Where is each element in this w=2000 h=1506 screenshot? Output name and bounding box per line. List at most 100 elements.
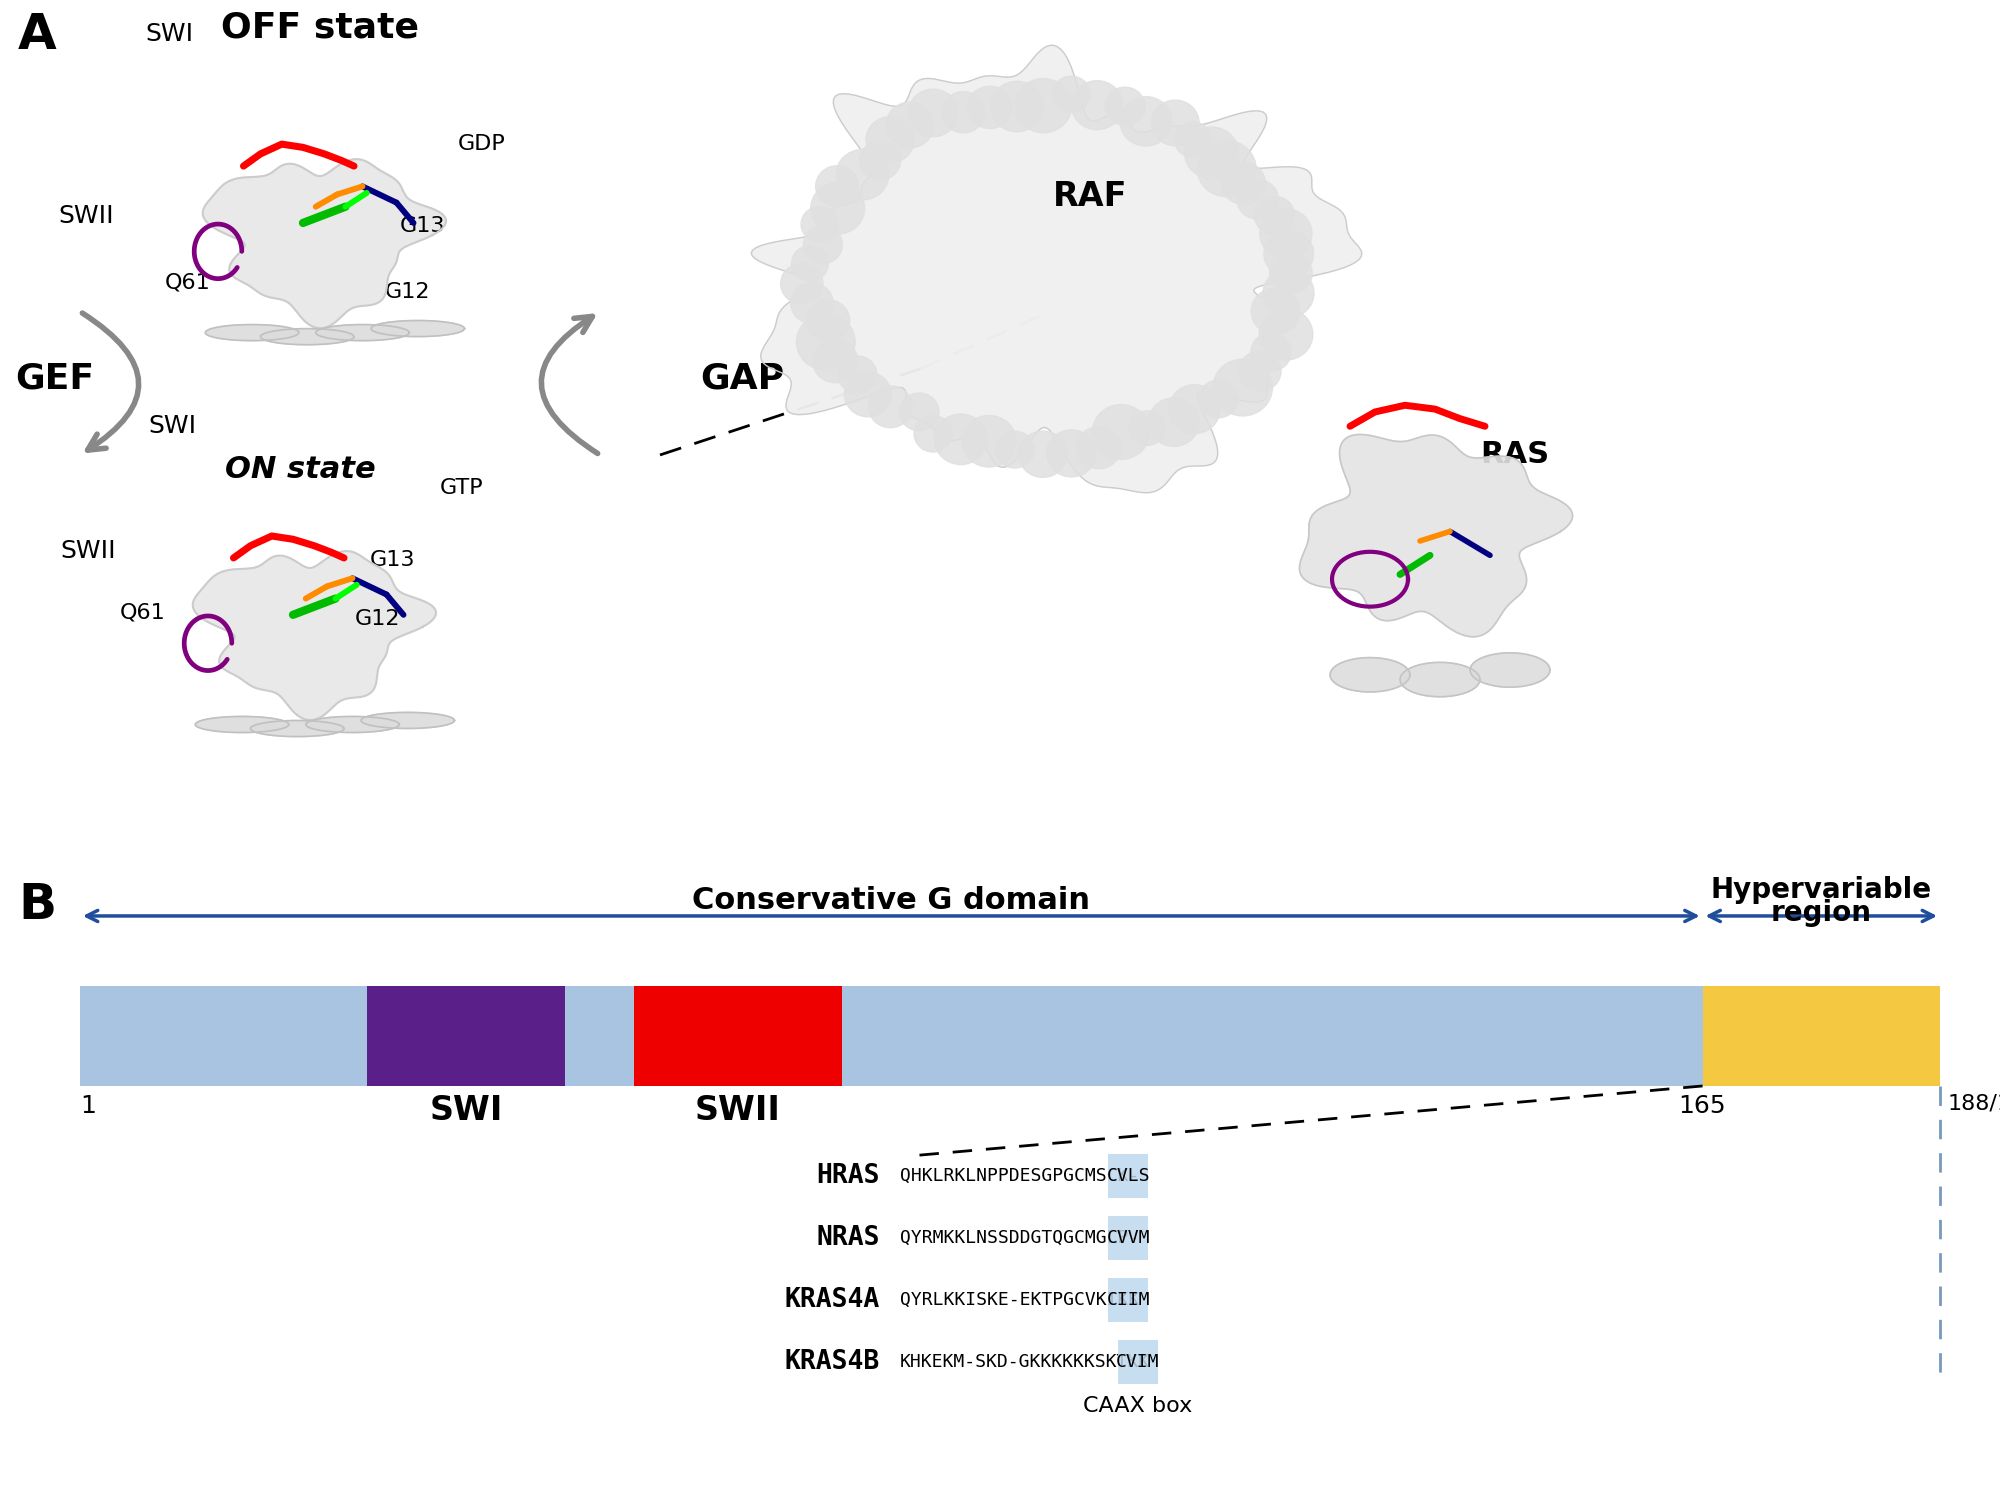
Circle shape (868, 386, 912, 428)
Bar (1118, 1340, 1158, 1384)
Text: CVIM: CVIM (1116, 1352, 1160, 1370)
Polygon shape (362, 712, 454, 729)
Text: OFF state: OFF state (220, 11, 420, 45)
Circle shape (1130, 411, 1166, 446)
Circle shape (1174, 122, 1212, 157)
Circle shape (996, 431, 1034, 468)
Circle shape (1120, 96, 1172, 146)
Circle shape (908, 89, 958, 137)
Text: Hypervariable: Hypervariable (1710, 876, 1932, 904)
Text: Conservative G domain: Conservative G domain (692, 886, 1090, 916)
Polygon shape (202, 160, 446, 328)
Text: SWII: SWII (60, 539, 116, 563)
Circle shape (1252, 288, 1300, 334)
Circle shape (792, 245, 828, 282)
Circle shape (1148, 398, 1200, 446)
Circle shape (866, 116, 914, 163)
Circle shape (812, 340, 858, 383)
Circle shape (1168, 384, 1220, 434)
Circle shape (1152, 99, 1200, 146)
Circle shape (796, 313, 856, 370)
Circle shape (1018, 431, 1068, 477)
Polygon shape (1400, 663, 1480, 697)
Circle shape (806, 300, 850, 342)
Text: GEF: GEF (16, 361, 94, 396)
Text: QHKLRKLNPPDESGPGCMSCK-: QHKLRKLNPPDESGPGCMSCK- (900, 1167, 1140, 1185)
Text: GDP: GDP (458, 134, 506, 154)
Circle shape (1184, 127, 1238, 179)
Circle shape (1254, 196, 1294, 235)
Polygon shape (192, 551, 436, 720)
Circle shape (1052, 77, 1090, 113)
Circle shape (1264, 230, 1314, 277)
Circle shape (804, 226, 842, 264)
Polygon shape (752, 45, 1362, 492)
Circle shape (1046, 429, 1096, 477)
Polygon shape (196, 717, 288, 732)
Circle shape (914, 416, 952, 452)
Circle shape (844, 372, 892, 417)
Circle shape (1250, 333, 1292, 372)
Circle shape (962, 416, 1016, 467)
Text: KRAS4B: KRAS4B (784, 1349, 880, 1375)
Text: Q61: Q61 (164, 273, 210, 292)
Circle shape (816, 166, 858, 206)
Circle shape (1260, 209, 1312, 259)
Circle shape (900, 393, 940, 431)
Circle shape (810, 182, 864, 233)
Bar (1702, 986, 1940, 1086)
Circle shape (860, 140, 900, 181)
Text: G12: G12 (384, 283, 430, 303)
Text: SWII: SWII (58, 203, 114, 227)
Circle shape (990, 81, 1044, 133)
Text: RAF: RAF (1052, 181, 1128, 214)
Text: KHKEKM-SKD-GKKKKKKSKTKK: KHKEKM-SKD-GKKKKKKSKTKK (900, 1352, 1150, 1370)
Circle shape (1092, 405, 1150, 459)
Polygon shape (1330, 658, 1410, 691)
Bar (1108, 1277, 1148, 1322)
Polygon shape (206, 325, 298, 340)
Circle shape (1222, 163, 1266, 205)
Bar (1108, 1154, 1148, 1199)
Polygon shape (306, 717, 400, 732)
Text: GTP: GTP (440, 479, 484, 498)
Circle shape (1262, 268, 1314, 318)
Circle shape (934, 414, 988, 464)
Text: SWI: SWI (148, 414, 196, 438)
Bar (1108, 1215, 1148, 1261)
Polygon shape (1300, 434, 1572, 637)
Text: region: region (1770, 899, 1872, 928)
Text: SWI: SWI (430, 1093, 502, 1126)
Text: G13: G13 (370, 550, 416, 571)
Polygon shape (372, 321, 464, 337)
Circle shape (790, 283, 834, 324)
Circle shape (1072, 81, 1122, 130)
Text: 188/189: 188/189 (1948, 1093, 2000, 1114)
Text: QYRLKKISKE-EKTPGCVKIKK: QYRLKKISKE-EKTPGCVKIKK (900, 1291, 1140, 1309)
Circle shape (968, 86, 1012, 128)
Circle shape (886, 102, 934, 148)
Circle shape (1104, 87, 1144, 125)
Circle shape (1014, 78, 1072, 133)
Circle shape (780, 264, 822, 304)
Text: G13: G13 (400, 215, 446, 235)
Text: KRAS4A: KRAS4A (784, 1288, 880, 1313)
Text: NRAS: NRAS (816, 1224, 880, 1251)
Text: HRAS: HRAS (816, 1163, 880, 1188)
Text: CAAX box: CAAX box (1082, 1396, 1192, 1416)
Circle shape (942, 92, 984, 133)
Bar (80, 986, 1702, 1086)
Circle shape (1076, 426, 1120, 468)
Circle shape (1198, 380, 1238, 417)
Text: CVLS: CVLS (1106, 1167, 1150, 1185)
Circle shape (1260, 309, 1312, 360)
Text: A: A (18, 11, 56, 59)
Polygon shape (1470, 652, 1550, 687)
Circle shape (836, 149, 888, 200)
Text: G12: G12 (356, 610, 400, 630)
Text: RAS: RAS (1480, 440, 1550, 470)
Circle shape (1212, 358, 1272, 416)
Text: QYRMKKLNSSDDGTQGCMGLP-: QYRMKKLNSSDDGTQGCMGLP- (900, 1229, 1140, 1247)
Text: CIIM: CIIM (1106, 1291, 1150, 1309)
Text: B: B (18, 881, 56, 929)
